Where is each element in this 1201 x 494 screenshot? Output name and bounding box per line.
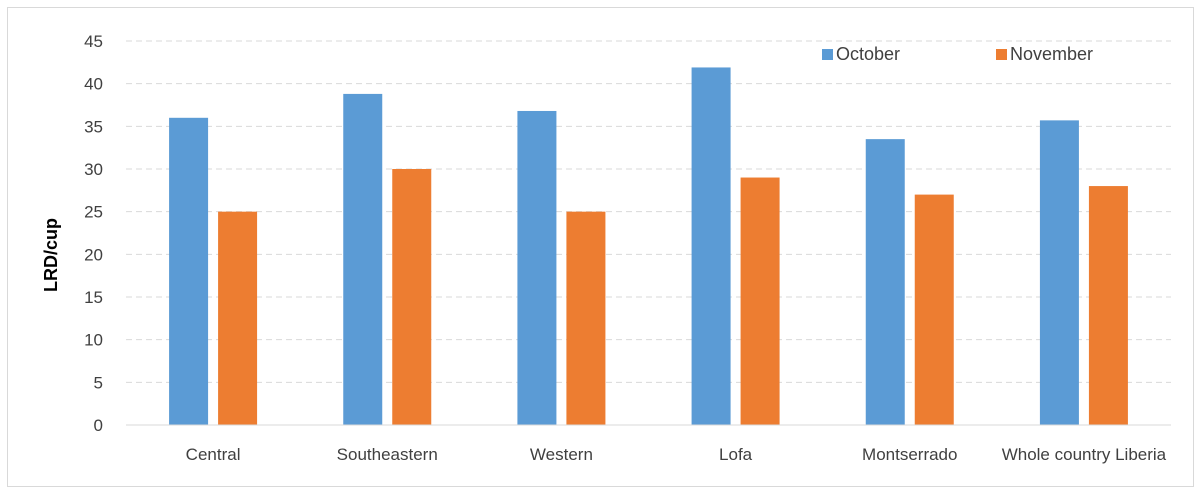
bar-october — [169, 117, 209, 426]
x-category-label: Montserrado — [862, 445, 957, 464]
bar-november — [914, 194, 954, 425]
y-tick-label: 35 — [84, 117, 103, 136]
bar-october — [1039, 120, 1079, 426]
y-tick-label: 0 — [94, 416, 103, 435]
y-tick-label: 10 — [84, 331, 103, 350]
y-tick-label: 40 — [84, 75, 103, 94]
y-tick-label: 5 — [94, 373, 103, 392]
legend-label-october: October — [836, 44, 900, 64]
legend: October November — [822, 44, 1093, 64]
legend-swatch-october — [822, 49, 833, 60]
x-category-label: Lofa — [719, 445, 753, 464]
x-category-label: Western — [530, 445, 593, 464]
bar-october — [691, 67, 731, 425]
y-tick-label: 25 — [84, 203, 103, 222]
x-category-label: Whole country Liberia — [1002, 445, 1167, 464]
bar-november — [740, 177, 780, 425]
y-tick-label: 30 — [84, 160, 103, 179]
bar-october — [865, 139, 905, 425]
x-axis-categories: Central Southeastern Western Lofa Montserrad… — [186, 445, 1167, 464]
gridlines — [126, 40, 1171, 383]
bar-november — [566, 211, 606, 425]
legend-label-november: November — [1010, 44, 1093, 64]
bar-november — [1088, 186, 1128, 425]
y-tick-label: 20 — [84, 245, 103, 264]
bar-october — [517, 110, 557, 426]
y-tick-label: 45 — [84, 32, 103, 51]
y-axis-label: LRD/cup — [41, 218, 61, 292]
bar-november — [392, 169, 432, 425]
y-tick-label: 15 — [84, 288, 103, 307]
bars — [169, 67, 1128, 426]
bar-november — [218, 211, 258, 425]
y-axis-ticks: 0 5 10 15 20 25 30 35 40 45 — [84, 32, 103, 435]
x-category-label: Southeastern — [337, 445, 438, 464]
x-category-label: Central — [186, 445, 241, 464]
legend-swatch-november — [996, 49, 1007, 60]
bar-october — [343, 93, 383, 425]
